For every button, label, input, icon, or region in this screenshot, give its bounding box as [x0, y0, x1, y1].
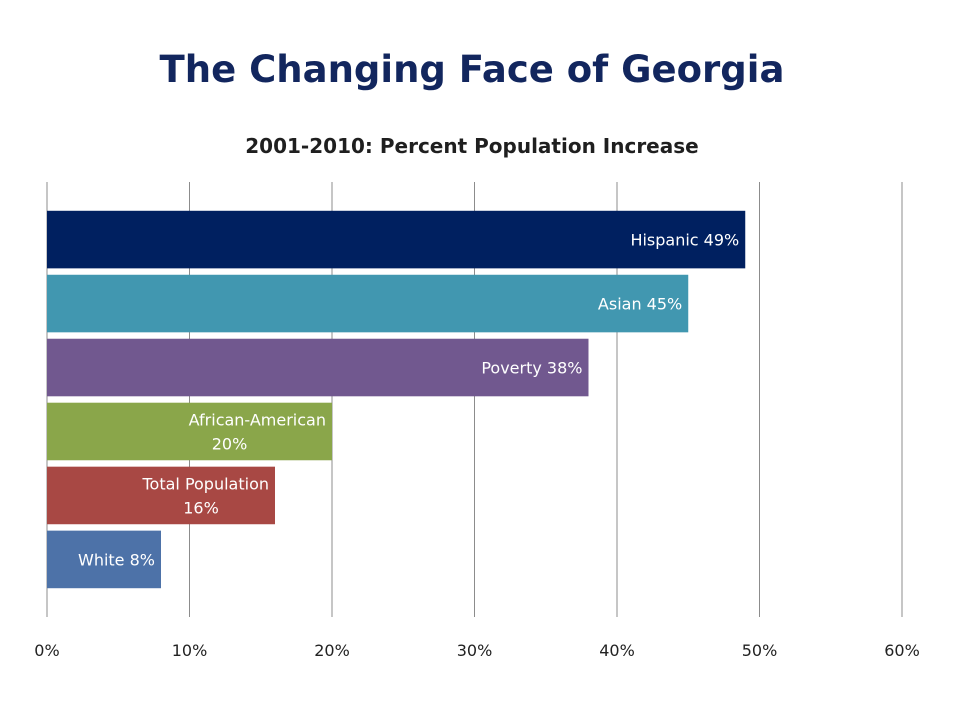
x-tick-label: 40% — [599, 641, 635, 660]
bar-hispanic — [47, 210, 746, 269]
x-tick-label: 50% — [742, 641, 778, 660]
bar-data-label: White 8% — [78, 550, 155, 569]
bar-data-label: Total Population 16% — [141, 474, 269, 517]
bar-data-label-line: Total Population — [141, 474, 269, 493]
bar-data-label-line: Poverty 38% — [481, 359, 582, 378]
bar-total-population — [47, 466, 275, 525]
bar-data-label-line: 20% — [212, 434, 248, 453]
x-tick-label: 30% — [457, 641, 493, 660]
bar-asian — [47, 274, 689, 333]
bar-data-label-line: Asian 45% — [598, 295, 682, 314]
bar-data-label-line: 16% — [183, 498, 219, 517]
bar-data-label-line: Hispanic 49% — [630, 231, 739, 250]
bar-data-label: Hispanic 49% — [630, 231, 739, 250]
bar-data-label: Poverty 38% — [481, 359, 582, 378]
page-title: The Changing Face of Georgia — [159, 48, 785, 91]
bar-white — [47, 530, 161, 589]
x-tick-label: 60% — [884, 641, 920, 660]
bar-data-label: Asian 45% — [598, 295, 682, 314]
bar-data-label: African-American 20% — [189, 410, 326, 453]
x-tick-label: 0% — [34, 641, 59, 660]
chart-title: 2001-2010: Percent Population Increase — [245, 134, 699, 158]
bar-african-american — [47, 402, 332, 461]
bar-poverty — [47, 338, 589, 397]
x-tick-label: 20% — [314, 641, 350, 660]
x-tick-label: 10% — [172, 641, 208, 660]
bar-data-label-line: African-American — [189, 410, 326, 429]
bar-data-label-line: White 8% — [78, 550, 155, 569]
